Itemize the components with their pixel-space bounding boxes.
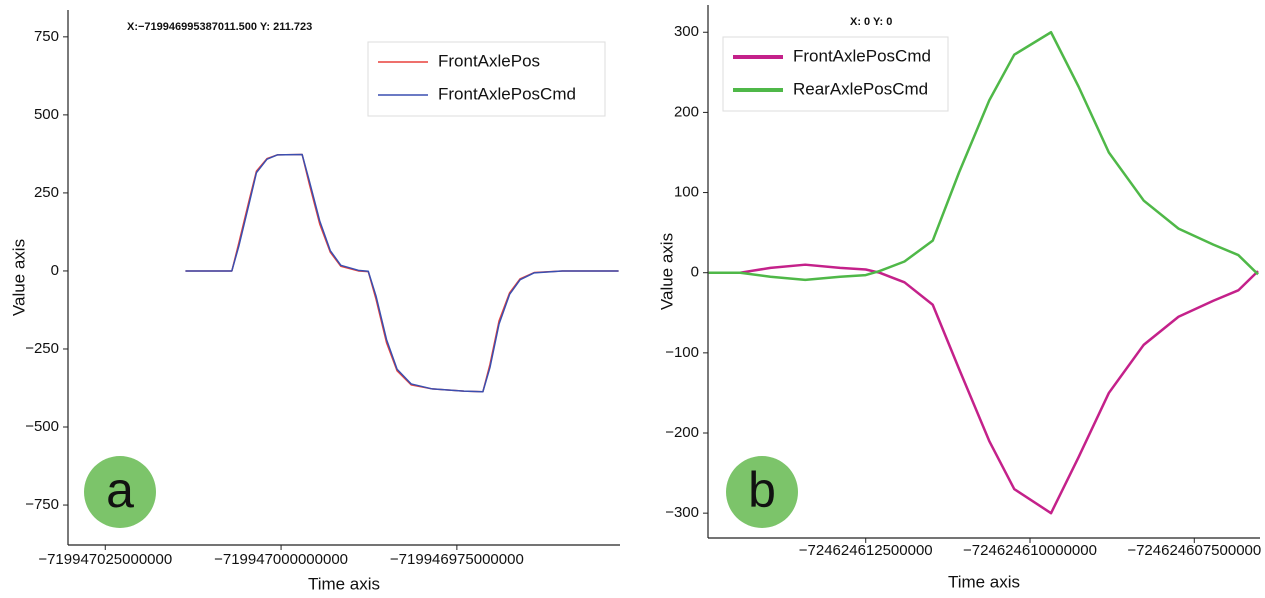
y-tick-label: −250	[25, 340, 59, 357]
y-tick-label: 750	[34, 28, 59, 45]
x-axis-title: Time axis	[948, 572, 1020, 591]
cursor-readout: X:−719946995387011.500 Y: 211.723	[127, 21, 312, 33]
x-tick-label: −724624607500000	[1127, 542, 1261, 559]
y-tick-label: 250	[34, 184, 59, 201]
series-line	[185, 153, 619, 393]
x-tick-label: −719947025000000	[38, 551, 172, 568]
y-tick-label: 100	[674, 184, 699, 201]
series-line	[708, 31, 1259, 282]
y-tick-label: 0	[691, 264, 699, 281]
y-tick-label: 200	[674, 103, 699, 120]
y-tick-label: −500	[25, 418, 59, 435]
legend-label: FrontAxlePosCmd	[793, 46, 931, 65]
legend-box	[722, 36, 949, 112]
panel-label: a	[106, 462, 134, 518]
x-tick-label: −724624612500000	[799, 542, 933, 559]
panel-badge	[84, 456, 156, 528]
legend-box	[367, 41, 606, 117]
y-tick-label: 300	[674, 23, 699, 40]
y-tick-label: −200	[665, 424, 699, 441]
legend-label: FrontAxlePos	[438, 51, 540, 70]
x-axis-title: Time axis	[308, 574, 380, 593]
series-line	[185, 153, 619, 393]
panel-badge	[726, 456, 798, 528]
legend-label: FrontAxlePosCmd	[438, 84, 576, 103]
y-axis-title: Value axis	[9, 239, 28, 316]
series-line	[708, 263, 1259, 515]
y-tick-label: 500	[34, 106, 59, 123]
y-tick-label: −750	[25, 496, 59, 513]
y-tick-label: −100	[665, 344, 699, 361]
legend-label: RearAxlePosCmd	[793, 79, 928, 98]
panel-label: b	[748, 462, 776, 518]
cursor-readout: X: 0 Y: 0	[850, 16, 892, 28]
y-tick-label: −300	[665, 504, 699, 521]
y-axis-title: Value axis	[657, 233, 676, 310]
x-tick-label: −724624610000000	[963, 542, 1097, 559]
x-tick-label: −719946975000000	[390, 551, 524, 568]
x-tick-label: −719947000000000	[214, 551, 348, 568]
y-tick-label: 0	[51, 262, 59, 279]
